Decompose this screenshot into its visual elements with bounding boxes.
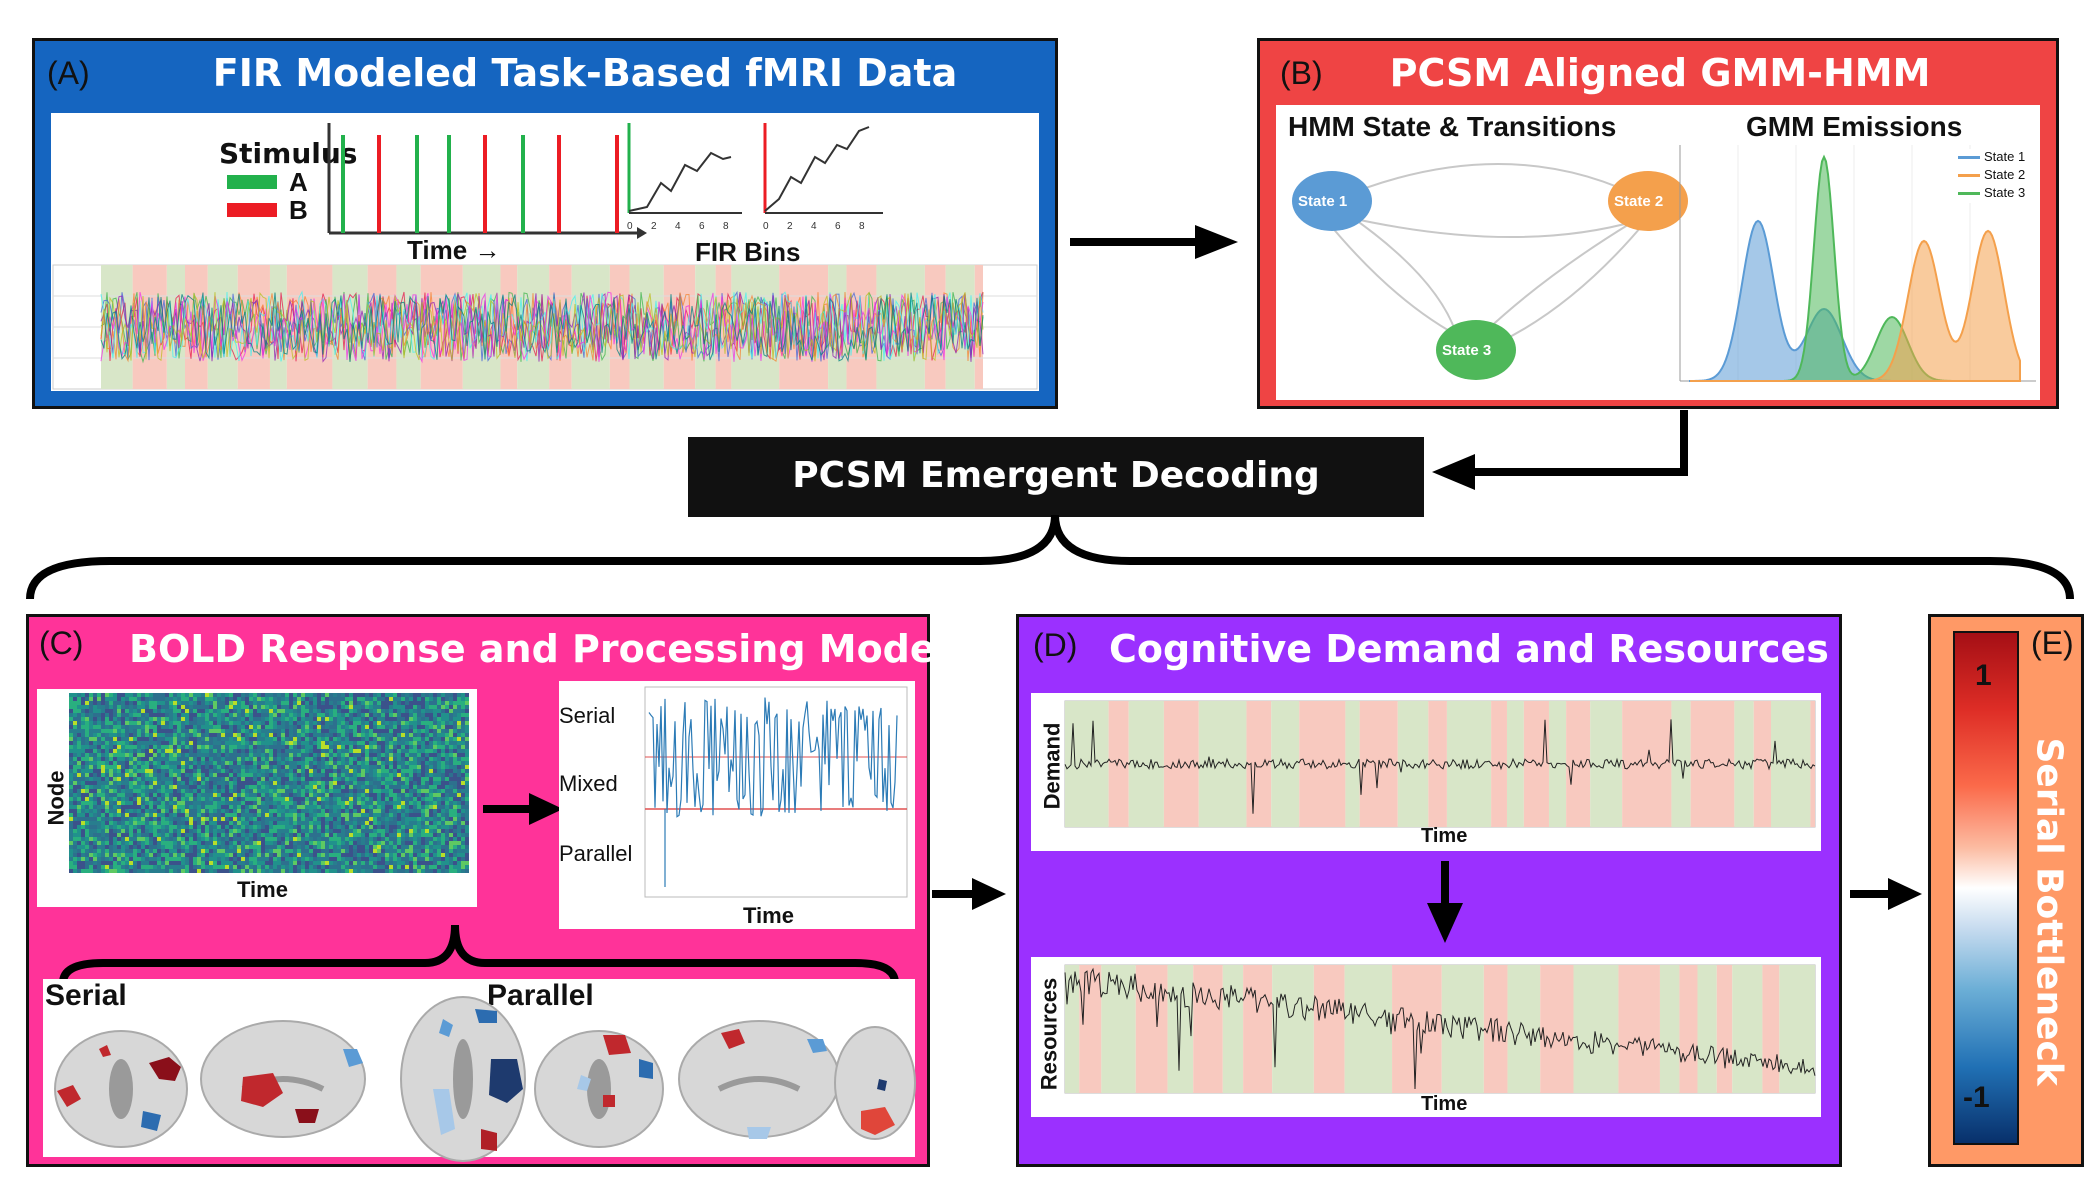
svg-text:8: 8 (723, 221, 729, 232)
brain-coronal-2 (534, 1030, 664, 1148)
demand-panel: Demand Time (1031, 693, 1821, 851)
panel-b-title: PCSM Aligned GMM-HMM (1389, 51, 1931, 95)
decoding-label: PCSM Emergent Decoding (792, 455, 1320, 496)
legend-swatch-2 (1958, 174, 1980, 177)
arrow-demand-to-resources (1427, 861, 1463, 943)
panel-b-label: (B) (1280, 55, 1323, 91)
stim-b-label: B (289, 195, 308, 225)
fir-plot-b: 0 2 4 6 8 (763, 123, 883, 232)
brain-axial-1 (400, 996, 526, 1162)
hmm-title: HMM State & Transitions (1288, 111, 1617, 142)
panel-c: (C) BOLD Response and Processing Mode No… (26, 614, 936, 1167)
panel-b: (B) PCSM Aligned GMM-HMM HMM State & Tra… (1257, 38, 2059, 409)
fmri-timeseries (52, 264, 1038, 390)
processing-mode-plot (644, 686, 908, 898)
colorbar-min-label: -1 (1963, 1081, 1990, 1114)
arrow-heatmap-to-mode (483, 793, 563, 825)
svg-text:4: 4 (811, 221, 817, 232)
svg-text:8: 8 (859, 221, 865, 232)
panel-a-content: Stimulus A B Time → 0 2 4 6 8 (51, 113, 1039, 391)
legend-state-2: State 2 (1984, 167, 2026, 182)
svg-text:0: 0 (627, 221, 633, 232)
arrow-a-to-b (1070, 225, 1238, 259)
svg-text:0: 0 (763, 221, 769, 232)
panel-e: (E) 1 -1 Serial Bottleneck (1928, 614, 2084, 1167)
serial-bottleneck-title: Serial Bottleneck (2028, 737, 2070, 1086)
stimulus-timeline (327, 123, 647, 239)
svg-text:2: 2 (787, 221, 793, 232)
demand-timeseries (1064, 700, 1816, 828)
svg-text:6: 6 (699, 221, 705, 232)
hmm-state-3: State 3 (1442, 342, 1492, 359)
decoding-box: PCSM Emergent Decoding (688, 437, 1424, 517)
legend-state-1: State 1 (1984, 149, 2026, 164)
mode-mixed-label: Mixed (559, 771, 618, 796)
arrow-b-to-decoding (1432, 410, 1688, 490)
brain-renderings (54, 996, 916, 1162)
fir-plot-a: 0 2 4 6 8 (627, 123, 742, 232)
legend-swatch-3 (1958, 192, 1980, 195)
panel-a-label: (A) (47, 55, 90, 91)
svg-text:4: 4 (675, 221, 681, 232)
gmm-title: GMM Emissions (1746, 111, 1963, 142)
hmm-graph (1292, 163, 1688, 380)
svg-text:2: 2 (651, 221, 657, 232)
colorbar (1953, 631, 2019, 1145)
resources-panel: Resources Time (1031, 957, 1821, 1117)
panel-d: (D) Cognitive Demand and Resources Deman… (1016, 614, 1842, 1167)
fir-bins-label: FIR Bins (695, 237, 801, 267)
panel-c-label: (C) (39, 625, 84, 661)
mode-xlabel: Time (743, 903, 794, 928)
brain-coronal-1 (54, 1030, 188, 1148)
panel-a: (A) FIR Modeled Task-Based fMRI Data Sti… (32, 38, 1058, 409)
decoding-brace (26, 514, 2074, 600)
bold-heatmap (69, 693, 469, 873)
panel-a-title: FIR Modeled Task-Based fMRI Data (212, 51, 958, 95)
resources-xlabel: Time (1421, 1093, 1468, 1115)
gmm-emissions-plot (1679, 145, 2036, 382)
time-label: Time → (407, 235, 501, 265)
panel-d-title: Cognitive Demand and Resources (1109, 627, 1829, 671)
panel-c-title: BOLD Response and Processing Mode (129, 627, 936, 671)
panel-d-label: (D) (1033, 627, 1078, 663)
gmm-legend: State 1 State 2 State 3 (1956, 149, 2038, 203)
heatmap-xlabel: Time (237, 877, 288, 902)
stim-b-swatch (227, 203, 277, 217)
arrow-d-to-e (1850, 878, 1922, 910)
hmm-state-2: State 2 (1614, 193, 1664, 210)
svg-text:6: 6 (835, 221, 841, 232)
brain-sagittal-2 (678, 1020, 840, 1139)
stimulus-label: Stimulus (219, 137, 358, 170)
colorbar-max-label: 1 (1975, 659, 1992, 692)
heatmap-ylabel: Node (43, 770, 69, 826)
stim-a-label: A (289, 167, 308, 197)
demand-ylabel: Demand (1039, 722, 1065, 810)
arrow-c-to-d (932, 878, 1006, 910)
hmm-state-1: State 1 (1298, 193, 1348, 210)
mode-parallel-label: Parallel (559, 841, 633, 866)
mode-serial-label: Serial (559, 703, 616, 728)
resources-ylabel: Resources (1036, 977, 1062, 1091)
stim-a-swatch (227, 175, 277, 189)
demand-xlabel: Time (1421, 825, 1468, 847)
brain-brace (59, 924, 899, 984)
heatmap-panel: Node Time (37, 689, 477, 907)
panel-b-content: HMM State & Transitions GMM Emissions St… (1276, 105, 2040, 400)
panel-e-label: (E) (2031, 625, 2074, 661)
brain-sagittal-1 (200, 1020, 366, 1138)
legend-state-3: State 3 (1984, 185, 2026, 200)
brain-posterior (834, 1026, 916, 1140)
brain-parallel-label: Parallel (487, 979, 594, 1012)
brain-panel: Serial Parallel (43, 979, 916, 1162)
mode-panel: Serial Mixed Parallel Time (559, 681, 915, 929)
legend-swatch-1 (1958, 156, 1980, 159)
resources-timeseries (1064, 964, 1816, 1094)
brain-serial-label: Serial (45, 979, 127, 1012)
